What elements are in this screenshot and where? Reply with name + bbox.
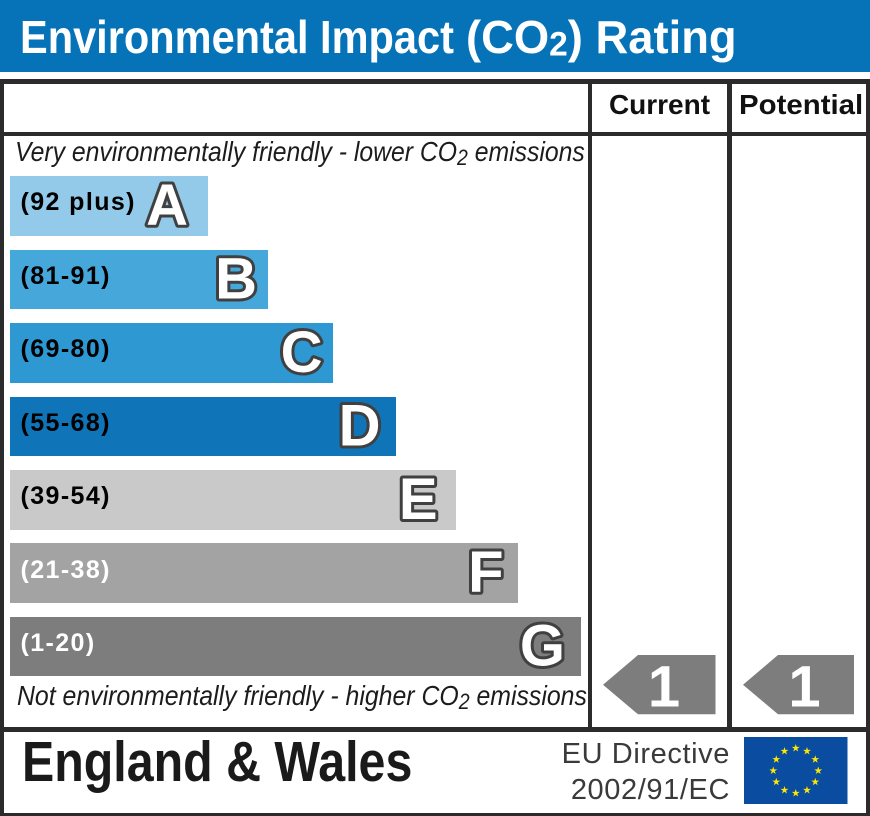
svg-text:F: F xyxy=(468,540,503,605)
svg-text:A: A xyxy=(146,173,188,238)
svg-text:E: E xyxy=(399,467,438,532)
svg-text:1: 1 xyxy=(648,655,680,720)
svg-text:G: G xyxy=(520,614,565,679)
svg-text:D: D xyxy=(339,393,381,458)
svg-text:C: C xyxy=(281,320,323,385)
svg-text:B: B xyxy=(215,246,257,311)
svg-text:1: 1 xyxy=(788,655,820,720)
